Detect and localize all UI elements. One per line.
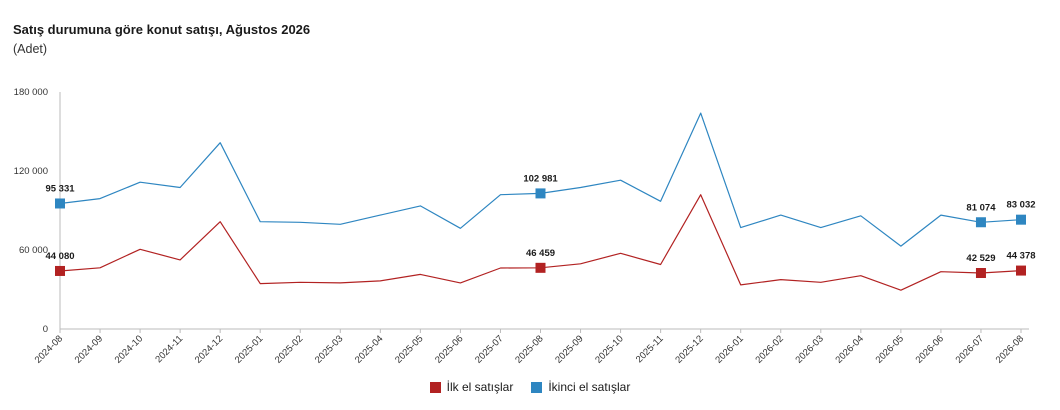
y-tick-label: 60 000 (19, 245, 48, 256)
x-tick-label: 2025-11 (634, 333, 666, 365)
legend-swatch-first-sales (429, 381, 441, 393)
data-point-marker[interactable] (975, 268, 986, 279)
chart-legend: İlk el satışlar İkinci el satışlar (0, 380, 1060, 394)
data-point-marker[interactable] (975, 217, 986, 228)
y-tick-label: 0 (43, 324, 48, 335)
x-tick-label: 2025-10 (593, 333, 625, 365)
x-tick-label: 2025-03 (313, 333, 345, 365)
x-tick-label: 2024-10 (113, 333, 145, 365)
x-tick-label: 2026-08 (994, 333, 1026, 365)
x-tick-label: 2024-08 (33, 333, 65, 365)
x-tick-label: 2026-05 (874, 333, 906, 365)
data-label: 44 080 (45, 251, 74, 262)
x-tick-label: 2026-03 (793, 333, 825, 365)
legend-label-second-hand-sales: İkinci el satışlar (548, 380, 631, 394)
x-tick-label: 2024-11 (153, 333, 185, 365)
x-tick-label: 2026-06 (914, 333, 946, 365)
chart-subtitle: (Adet) (13, 42, 48, 56)
x-tick-label: 2025-08 (513, 333, 545, 365)
data-label: 81 074 (966, 202, 996, 213)
x-tick-label: 2025-01 (233, 333, 265, 365)
x-tick-label: 2026-02 (753, 333, 785, 365)
x-tick-label: 2024-09 (73, 333, 105, 365)
chart-title: Satış durumuna göre konut satışı, Ağusto… (13, 22, 311, 37)
x-tick-label: 2026-04 (834, 333, 866, 365)
legend-label-first-sales: İlk el satışlar (446, 380, 514, 394)
data-point-marker[interactable] (1016, 265, 1026, 276)
x-tick-label: 2025-05 (393, 333, 425, 365)
x-tick-label: 2025-02 (273, 333, 305, 365)
x-tick-label: 2025-04 (353, 333, 385, 365)
legend-item-second-hand-sales[interactable]: İkinci el satışlar (531, 380, 630, 394)
x-tick-label: 2025-09 (553, 333, 585, 365)
data-point-marker[interactable] (1016, 214, 1026, 225)
data-label: 46 459 (526, 248, 555, 259)
x-tick-label: 2025-07 (473, 333, 505, 365)
y-tick-label: 120 000 (14, 166, 48, 177)
data-point-marker[interactable] (55, 198, 65, 209)
x-tick-label: 2025-12 (673, 333, 705, 365)
legend-item-first-sales[interactable]: İlk el satışlar (429, 380, 514, 394)
series-line-0 (59, 194, 1022, 291)
data-label: 102 981 (523, 173, 558, 184)
data-point-marker[interactable] (535, 262, 546, 273)
y-tick-label: 180 000 (14, 87, 48, 98)
legend-swatch-second-hand-sales (531, 381, 543, 393)
data-point-marker[interactable] (55, 265, 65, 276)
x-tick-label: 2026-01 (713, 333, 745, 365)
data-label: 95 331 (45, 183, 75, 194)
x-tick-label: 2024-12 (193, 333, 225, 365)
data-point-marker[interactable] (535, 188, 546, 199)
x-tick-label: 2026-07 (954, 333, 986, 365)
x-tick-label: 2025-06 (433, 333, 465, 365)
data-label: 44 378 (1006, 251, 1035, 262)
data-label: 83 032 (1006, 200, 1035, 211)
data-label: 42 529 (966, 253, 995, 264)
